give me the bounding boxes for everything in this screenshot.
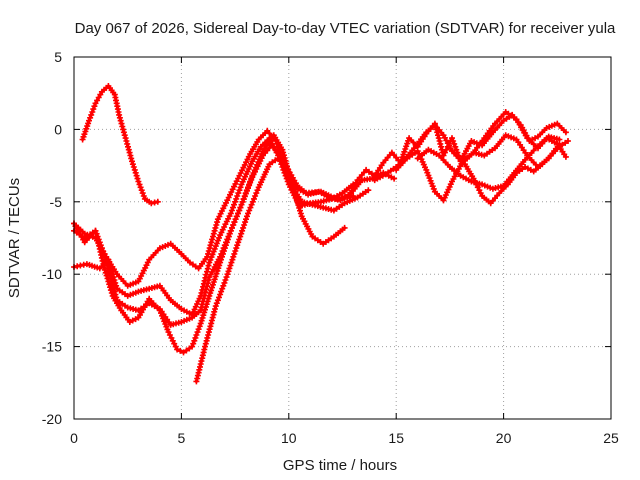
chart-title: Day 067 of 2026, Sidereal Day-to-day VTE… bbox=[75, 20, 616, 37]
x-tick-label: 25 bbox=[603, 430, 619, 446]
series-plus-markers bbox=[193, 155, 398, 385]
x-tick-label: 0 bbox=[70, 430, 78, 446]
y-tick-label: -5 bbox=[50, 194, 63, 210]
x-axis-label: GPS time / hours bbox=[283, 457, 397, 474]
series-plus-markers bbox=[461, 138, 571, 207]
x-tick-label: 5 bbox=[178, 430, 186, 446]
plot-frame bbox=[73, 56, 612, 420]
series-track-1 bbox=[79, 83, 161, 207]
axis-tick-labels: 0 5 10 15 20 25 -20 -15 -10 -5 0 5 bbox=[42, 49, 619, 446]
series-trace bbox=[72, 129, 355, 288]
y-tick-label: 0 bbox=[54, 121, 62, 137]
y-tick-label: -20 bbox=[42, 411, 62, 427]
x-tick-label: 15 bbox=[388, 430, 404, 446]
series-plus-markers bbox=[79, 83, 161, 207]
y-tick-label: 5 bbox=[54, 49, 62, 65]
grid bbox=[74, 57, 611, 419]
y-tick-label: -10 bbox=[42, 266, 62, 282]
axis-ticks bbox=[73, 56, 612, 420]
y-axis-label: SDTVAR / TECUs bbox=[6, 178, 23, 298]
series-track-6 bbox=[193, 155, 398, 385]
x-tick-label: 10 bbox=[281, 430, 297, 446]
x-tick-label: 20 bbox=[496, 430, 512, 446]
y-tick-label: -15 bbox=[42, 339, 62, 355]
series-track-10 bbox=[414, 135, 569, 192]
series-track-11 bbox=[461, 138, 571, 207]
data-series-layer bbox=[71, 83, 571, 385]
